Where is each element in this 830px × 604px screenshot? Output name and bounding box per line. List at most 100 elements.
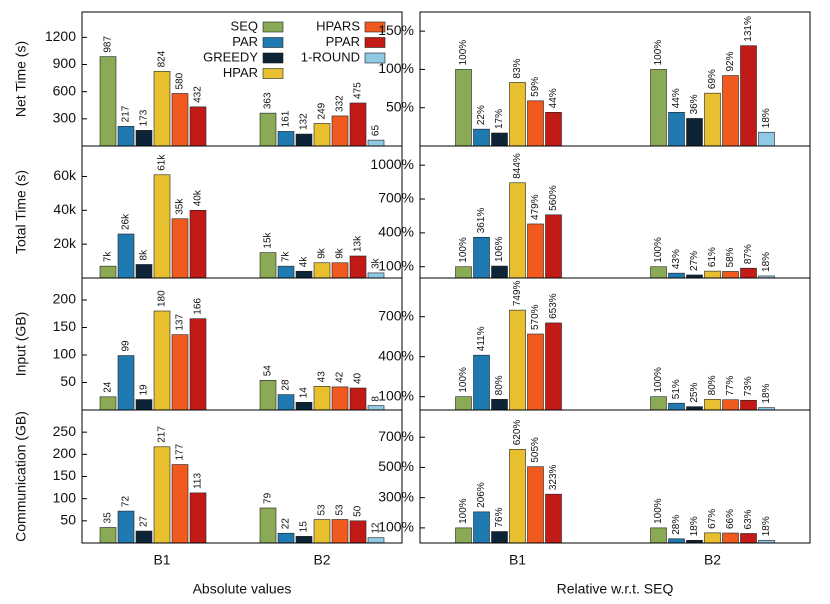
value-label: 22% <box>476 105 487 125</box>
y-tick-label: 150% <box>378 22 414 38</box>
value-label: 36% <box>689 94 700 114</box>
value-label: 363 <box>263 92 274 109</box>
bar <box>277 532 295 544</box>
value-label: 332 <box>335 95 346 112</box>
y-tick-label: 50% <box>386 98 414 114</box>
value-label: 54 <box>263 365 274 377</box>
value-label: 72 <box>121 496 132 508</box>
value-label: 249 <box>317 102 328 119</box>
value-label: 43 <box>317 371 328 383</box>
value-label: 560% <box>548 185 559 211</box>
panel-frame <box>419 409 811 544</box>
bar <box>171 334 189 411</box>
bar <box>99 527 117 544</box>
bar <box>189 210 207 279</box>
bar <box>509 82 526 147</box>
bar <box>153 71 171 147</box>
legend-swatch <box>364 37 386 48</box>
bar <box>189 318 207 411</box>
value-label: 87% <box>743 244 754 264</box>
value-label: 53 <box>335 504 346 516</box>
bar <box>171 218 189 279</box>
value-label: 824 <box>157 50 168 67</box>
bar <box>135 264 153 279</box>
value-label: 15k <box>263 231 274 248</box>
bar <box>277 265 295 279</box>
bar <box>740 267 757 279</box>
bar <box>295 536 313 544</box>
value-label: 12 <box>371 522 382 534</box>
value-label: 166 <box>193 298 204 315</box>
x-tick-label: B2 <box>313 552 330 568</box>
value-label: 83% <box>512 58 523 78</box>
value-label: 100% <box>458 237 469 263</box>
x-tick-label: B1 <box>509 552 526 568</box>
x-axis-label: Relative w.r.t. SEQ <box>557 581 674 597</box>
bar <box>367 139 385 147</box>
value-label: 50 <box>353 505 364 517</box>
bar <box>455 396 472 411</box>
panel-frame <box>81 409 403 544</box>
value-label: 18% <box>761 108 772 128</box>
bar <box>704 270 721 279</box>
x-tick-label: B1 <box>153 552 170 568</box>
y-tick-label: 100 <box>53 489 77 505</box>
value-label: 65 <box>371 125 382 137</box>
y-tick-label: 60k <box>53 167 77 183</box>
y-tick-label: 200 <box>53 291 77 307</box>
bar <box>189 492 207 544</box>
value-label: 35 <box>103 512 114 524</box>
value-label: 749% <box>512 280 523 306</box>
value-label: 80% <box>494 375 505 395</box>
value-label: 53 <box>317 504 328 516</box>
bar <box>527 466 544 544</box>
value-label: 620% <box>512 420 523 446</box>
bar <box>704 92 721 147</box>
x-axis-label: Absolute values <box>193 581 292 597</box>
value-label: 24 <box>103 381 114 393</box>
value-label: 653% <box>548 293 559 319</box>
bar <box>722 399 739 411</box>
value-label: 180 <box>157 290 168 307</box>
value-label: 58% <box>725 247 736 267</box>
bar <box>455 69 472 147</box>
y-tick-label: 600 <box>53 82 77 98</box>
y-tick-label: 100% <box>378 519 414 535</box>
bar <box>740 533 757 544</box>
bar <box>135 130 153 147</box>
bar <box>704 532 721 544</box>
bar <box>740 399 757 411</box>
bar <box>545 493 562 544</box>
bar <box>491 399 508 411</box>
y-tick-label: 40k <box>53 201 77 217</box>
y-tick-label: 200 <box>53 445 77 461</box>
value-label: 100% <box>653 367 664 393</box>
bar <box>153 310 171 411</box>
bar <box>668 272 685 279</box>
value-label: 177 <box>175 443 186 460</box>
bar <box>313 262 331 279</box>
value-label: 27% <box>689 251 700 271</box>
value-label: 18% <box>761 516 772 536</box>
value-label: 66% <box>725 509 736 529</box>
value-label: 51% <box>671 379 682 399</box>
bar <box>527 100 544 147</box>
bar <box>473 128 490 147</box>
value-label: 4k <box>299 256 310 268</box>
bar <box>491 531 508 544</box>
value-label: 7k <box>103 251 114 263</box>
bar <box>668 402 685 411</box>
y-tick-label: 100% <box>378 387 414 403</box>
y-axis-label: Communication (GB) <box>13 411 29 542</box>
value-label: 100% <box>458 40 469 66</box>
bar <box>668 538 685 544</box>
value-label: 77% <box>725 376 736 396</box>
bar <box>189 106 207 147</box>
bar <box>259 379 277 411</box>
y-tick-label: 500% <box>378 458 414 474</box>
bar <box>722 75 739 147</box>
y-tick-label: 100 <box>53 346 77 362</box>
value-label: 22 <box>281 518 292 530</box>
bar <box>277 394 295 411</box>
value-label: 61% <box>707 247 718 267</box>
